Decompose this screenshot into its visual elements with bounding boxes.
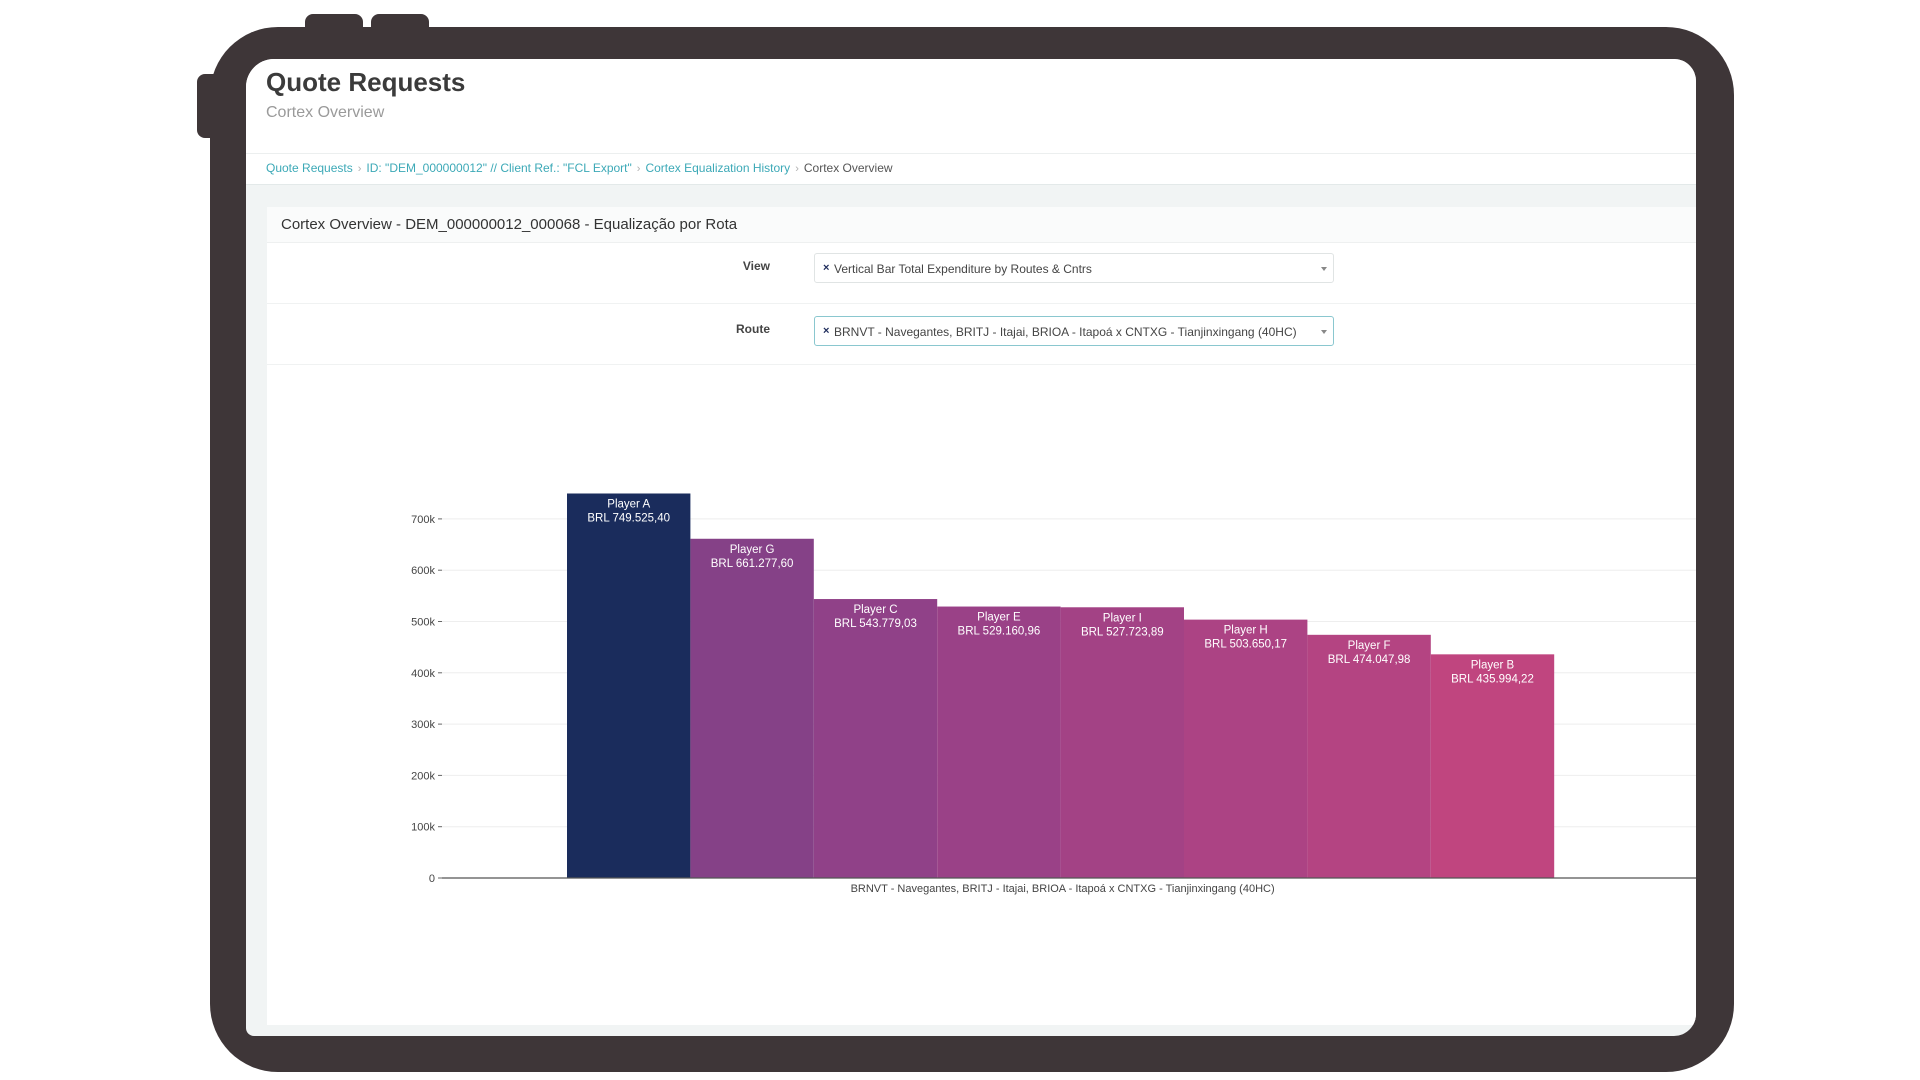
y-tick-label: 400k <box>411 668 435 680</box>
y-tick-label: 100k <box>411 822 435 834</box>
bar-label-name: Player F <box>1348 640 1391 652</box>
bar-player-h <box>1184 619 1308 878</box>
bar-label-name: Player I <box>1103 612 1142 624</box>
view-select[interactable]: × Vertical Bar Total Expenditure by Rout… <box>814 253 1334 283</box>
bar-label-value: BRL 529.160,96 <box>958 626 1041 638</box>
y-tick-label: 200k <box>411 770 435 782</box>
page-title: Quote Requests <box>266 67 466 97</box>
remove-route-icon[interactable]: × <box>823 325 830 337</box>
bar-label-value: BRL 435.994,22 <box>1451 673 1534 685</box>
bar-player-f <box>1307 634 1431 878</box>
bar-label-value: BRL 503.650,17 <box>1204 639 1287 651</box>
view-label: View <box>742 259 770 273</box>
card-header: Cortex Overview - DEM_000000012_000068 -… <box>267 207 1696 243</box>
route-selected-value: BRNVT - Navegantes, BRITJ - Itajai, BRIO… <box>834 325 1297 339</box>
chevron-down-icon[interactable] <box>1321 267 1327 271</box>
breadcrumb: Quote Requests › ID: "DEM_000000012" // Cl… <box>266 161 893 175</box>
remove-view-icon[interactable]: × <box>823 262 830 274</box>
view-row: View × Vertical Bar Total Expenditure by… <box>267 243 1696 304</box>
breadcrumb-separator: › <box>636 163 641 175</box>
y-tick-label: 700k <box>411 514 435 526</box>
bar-chart: 0 100k 200k 300k 400k 500k 600k 700k Player A BRL… <box>411 493 1696 895</box>
y-tick-label: 300k <box>411 719 435 731</box>
x-tick-label: BRNVT - Navegantes, BRITJ - Itajai, BRIO… <box>851 883 1275 895</box>
breadcrumb-separator: › <box>795 163 799 175</box>
bar-player-e <box>937 606 1061 878</box>
card-title: Cortex Overview - DEM_000000012_000068 -… <box>281 216 738 233</box>
page-header: Quote Requests Cortex Overview <box>246 59 1696 153</box>
bar-label-value: BRL 661.277,60 <box>711 558 794 570</box>
cortex-card: Cortex Overview - DEM_000000012_000068 -… <box>267 207 1696 1025</box>
route-row: Route × BRNVT - Navegantes, BRITJ - Itaj… <box>267 304 1696 365</box>
breadcrumb-separator: › <box>357 163 362 175</box>
y-tick-label: 0 <box>429 873 435 885</box>
bar-label-value: BRL 474.047,98 <box>1328 654 1411 666</box>
route-select[interactable]: × BRNVT - Navegantes, BRITJ - Itajai, BR… <box>814 316 1334 346</box>
bar-label-name: Player B <box>1471 659 1515 671</box>
y-tick-label: 600k <box>411 565 435 577</box>
breadcrumb-bar: Quote Requests › ID: "DEM_000000012" // Cl… <box>246 153 1696 185</box>
route-label: Route <box>736 322 770 336</box>
bar-player-c <box>813 599 938 878</box>
bar-label-name: Player G <box>730 544 775 556</box>
bar-label-name: Player H <box>1224 625 1268 637</box>
breadcrumb-current: Cortex Overview <box>803 161 893 175</box>
page-subtitle: Cortex Overview <box>266 104 385 121</box>
bar-player-b <box>1430 654 1555 878</box>
view-selected-value: Vertical Bar Total Expenditure by Routes… <box>834 262 1092 276</box>
bar-label-value: BRL 527.723,89 <box>1081 626 1164 638</box>
breadcrumb-quote-id[interactable]: ID: "DEM_000000012" // Client Ref.: "FCL… <box>366 161 632 175</box>
bar-player-a <box>567 493 691 878</box>
bar-label-value: BRL 749.525,40 <box>587 512 670 524</box>
bar-label-name: Player A <box>607 498 650 510</box>
bar-label-name: Player C <box>853 604 897 616</box>
bar-player-g <box>690 538 814 878</box>
bar-player-i <box>1060 607 1184 878</box>
breadcrumb-quote-requests[interactable]: Quote Requests <box>266 161 353 175</box>
bar-label-name: Player E <box>977 612 1021 624</box>
bar-label-value: BRL 543.779,03 <box>834 618 917 630</box>
chevron-down-icon[interactable] <box>1321 330 1327 334</box>
y-tick-label: 500k <box>411 617 435 629</box>
breadcrumb-equalization-history[interactable]: Cortex Equalization History <box>645 161 791 175</box>
screen: Quote Requests Cortex Overview Quote Req… <box>246 59 1696 1036</box>
